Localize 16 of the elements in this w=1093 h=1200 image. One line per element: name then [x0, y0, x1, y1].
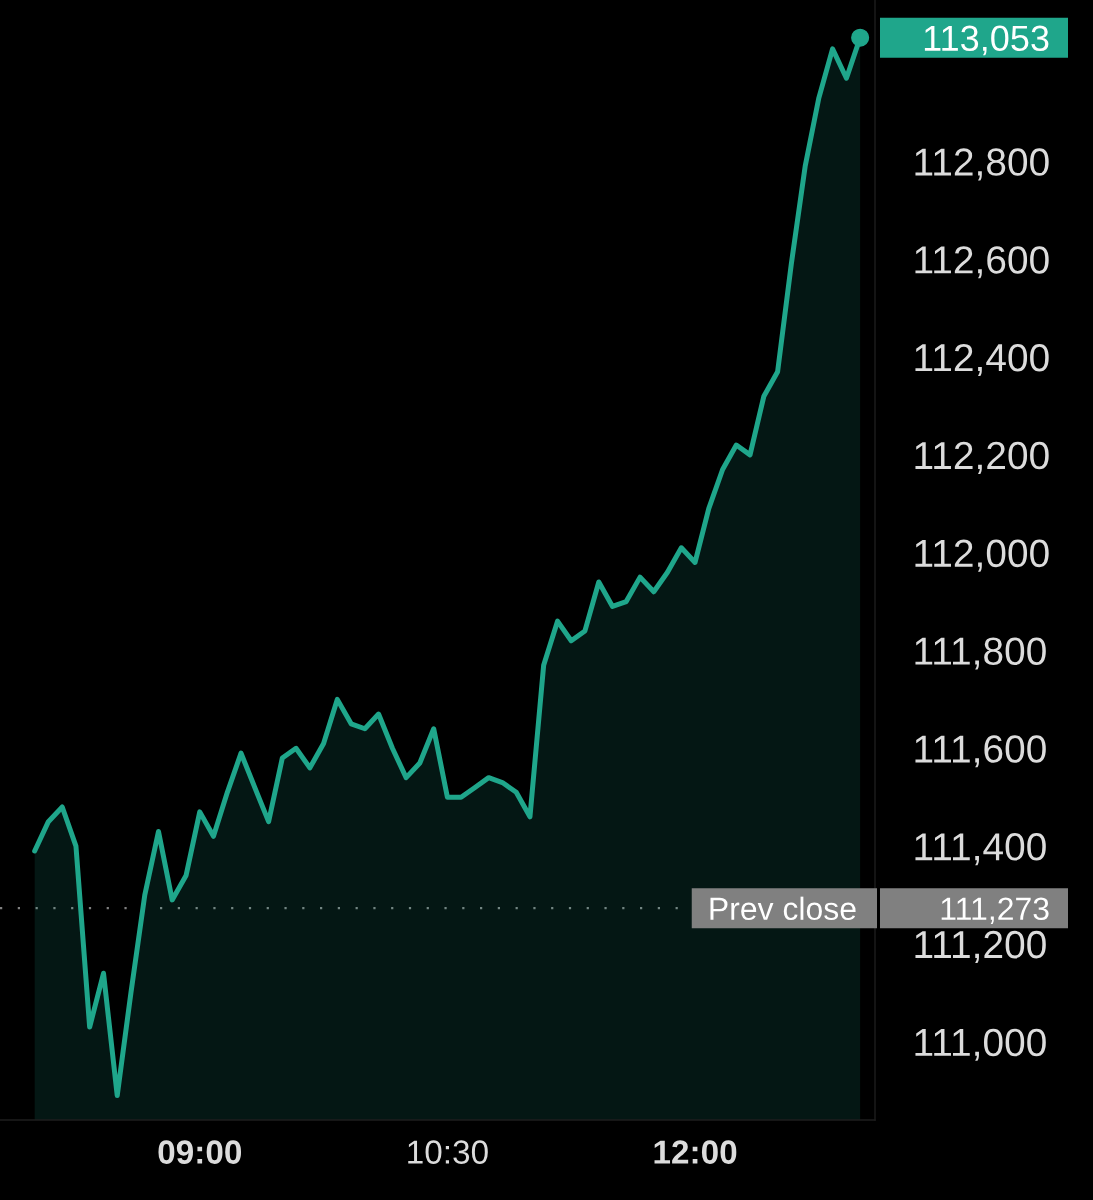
y-tick-label: 112,000	[915, 539, 1049, 572]
y-tick-label: 111,800	[915, 637, 1046, 670]
y-tick-label: 111,400	[915, 833, 1046, 866]
y-tick-label: 112,400	[915, 343, 1049, 377]
y-tick-label: 111,600	[915, 735, 1046, 768]
y-tick-label: 111,200	[915, 930, 1046, 963]
x-tick-label: 12:00	[654, 1140, 737, 1164]
y-tick-label: 111,000	[915, 1028, 1046, 1061]
x-tick-label: 09:00	[158, 1140, 242, 1164]
x-tick-label: 10:30	[408, 1140, 488, 1164]
data-label: 113,053	[924, 25, 1049, 56]
y-tick-label: 112,600	[915, 246, 1049, 279]
y-tick-label: 112,200	[915, 441, 1049, 474]
text: 111,273	[941, 897, 1049, 924]
ref-line-label: Prev close	[710, 896, 856, 921]
y-tick-label: 112,800	[915, 148, 1049, 181]
